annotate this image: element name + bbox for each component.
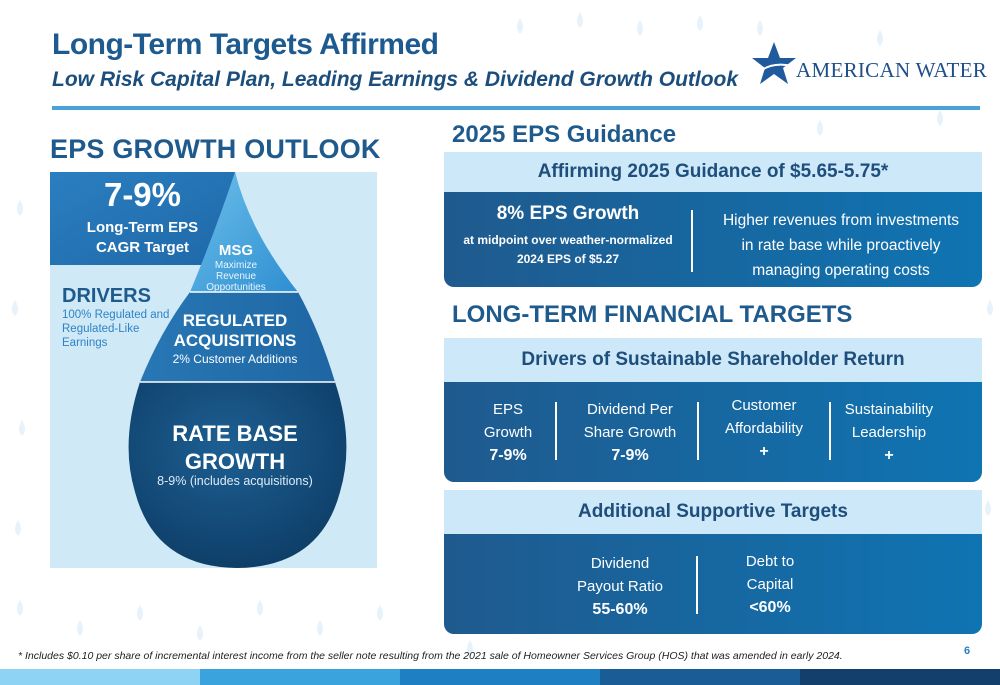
page-title: Long-Term Targets Affirmed [52, 28, 439, 61]
rate-base-growth-subtitle: 8-9% (includes acquisitions) [157, 474, 313, 488]
rate-base-segment [128, 382, 347, 568]
msg-title: MSG [218, 242, 254, 259]
guidance-banner: Affirming 2025 Guidance of $5.65-5.75* [444, 152, 982, 192]
drivers-title: DRIVERS [62, 285, 151, 307]
guidance-heading: 2025 EPS Guidance [452, 121, 677, 148]
page-number: 6 [964, 645, 971, 657]
target-col-affordability: Customer Affordability + [724, 397, 804, 460]
title-divider [52, 106, 980, 110]
financial-targets-heading: LONG-TERM FINANCIAL TARGETS [452, 301, 853, 328]
financial-targets-banner: Drivers of Sustainable Shareholder Retur… [444, 338, 982, 382]
regulated-acquisitions-title: REGULATED ACQUISITIONS [173, 311, 297, 350]
supportive-panel [444, 534, 982, 634]
target-divider-1 [555, 402, 557, 460]
star-logo-icon [752, 42, 796, 84]
target-divider-2 [697, 402, 699, 460]
regulated-acquisitions-segment [140, 292, 335, 382]
footer-bar-segment-2 [200, 669, 400, 685]
guidance-divider [691, 210, 693, 272]
water-drop-graphic [50, 172, 347, 568]
target-col-sustainability: Sustainability Leadership + [844, 401, 934, 464]
target-col-dividend-growth: Dividend Per Share Growth 7-9% [583, 401, 677, 464]
supportive-col-payout: Dividend Payout Ratio 55-60% [577, 555, 663, 618]
guidance-panel [444, 192, 982, 287]
footer-bar-segment-3 [400, 669, 600, 685]
eps-outlook-heading: EPS GROWTH OUTLOOK [50, 134, 381, 164]
rate-base-growth-title: RATE BASE GROWTH [172, 421, 298, 474]
msg-subtitle: Maximize Revenue Opportunities [206, 260, 266, 293]
guidance-right: Higher revenues from investments in rate… [722, 212, 960, 279]
target-label: Long-Term EPS CAGR Target [86, 219, 199, 256]
supportive-col-debt: Debt to Capital <60% [745, 553, 795, 616]
drivers-subtitle: 100% Regulated and Regulated-Like Earnin… [62, 309, 170, 349]
footer-bar-segment-1 [0, 669, 200, 685]
footer-bar-segment-4 [600, 669, 800, 685]
supportive-banner: Additional Supportive Targets [444, 490, 982, 534]
supportive-divider [696, 556, 698, 614]
footnote: * Includes $0.10 per share of incrementa… [18, 650, 843, 662]
target-block [50, 172, 235, 265]
logo-wordmark: AMERICAN WATER [796, 58, 988, 82]
guidance-left: 8% EPS Growth at midpoint over weather-n… [463, 203, 673, 266]
financial-targets-panel [444, 382, 982, 482]
regulated-acquisitions-subtitle: 2% Customer Additions [172, 352, 298, 366]
target-col-eps-growth: EPS Growth 7-9% [483, 401, 533, 464]
page-subtitle: Low Risk Capital Plan, Leading Earnings … [52, 68, 739, 91]
msg-segment [190, 172, 298, 292]
target-value: 7-9% [103, 176, 182, 213]
footer-bar-segment-5 [800, 669, 1000, 685]
target-divider-3 [829, 402, 831, 460]
